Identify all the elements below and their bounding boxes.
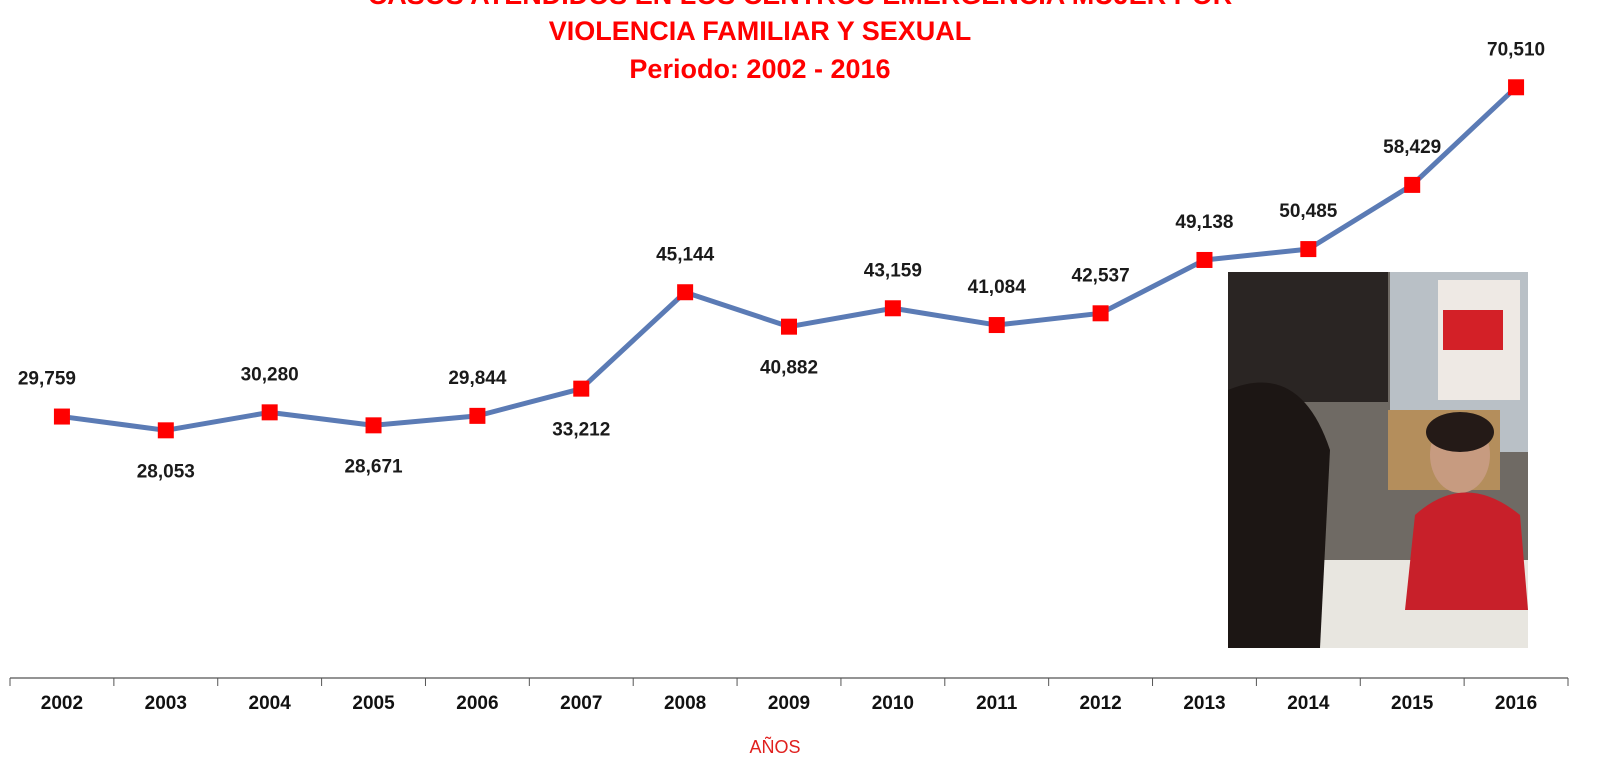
marker	[53, 408, 70, 425]
x-tick-label: 2008	[664, 693, 706, 714]
x-tick-label: 2010	[872, 693, 914, 714]
data-label: 42,537	[1072, 265, 1130, 286]
data-label: 28,053	[137, 461, 195, 482]
marker	[365, 417, 382, 434]
marker	[677, 284, 694, 301]
marker	[1196, 251, 1213, 268]
x-tick-label: 2006	[456, 693, 498, 714]
data-label: 30,280	[241, 364, 299, 385]
marker	[573, 380, 590, 397]
x-tick-label: 2015	[1391, 693, 1434, 714]
marker	[157, 422, 174, 439]
data-label: 40,882	[760, 358, 818, 379]
x-tick-label: 2013	[1183, 693, 1225, 714]
chart-title: CASOS ATENDIDOS EN LOS CENTROS EMERGENCI…	[368, 0, 1233, 10]
data-label: 70,510	[1487, 39, 1545, 60]
chart-title: VIOLENCIA FAMILIAR Y SEXUAL	[549, 16, 972, 46]
x-tick-label: 2012	[1079, 693, 1121, 714]
x-tick-label: 2014	[1287, 693, 1330, 714]
marker	[781, 318, 797, 335]
data-label: 29,759	[18, 369, 76, 390]
x-tick-label: 2007	[560, 693, 602, 714]
data-label: 58,429	[1383, 137, 1441, 158]
x-tick-label: 2016	[1495, 693, 1537, 714]
data-label: 33,212	[552, 420, 610, 441]
data-label: 29,844	[448, 368, 507, 389]
data-label: 41,084	[968, 277, 1027, 298]
data-label: 28,671	[344, 456, 403, 477]
chart-subtitle: Periodo: 2002 - 2016	[629, 54, 890, 84]
marker	[261, 404, 278, 421]
data-label: 43,159	[864, 260, 922, 281]
photo	[1228, 272, 1528, 648]
x-tick-label: 2009	[768, 693, 810, 714]
x-tick-label: 2005	[352, 693, 395, 714]
marker	[884, 300, 901, 317]
marker	[1508, 79, 1525, 96]
data-label: 50,485	[1279, 201, 1338, 222]
data-label: 45,144	[656, 244, 715, 265]
x-tick-label: 2002	[41, 693, 83, 714]
marker	[1404, 176, 1421, 193]
marker	[1092, 305, 1109, 322]
marker	[1300, 241, 1317, 258]
x-tick-label: 2011	[976, 693, 1018, 714]
marker	[469, 407, 486, 424]
data-label: 49,138	[1175, 212, 1233, 233]
x-tick-label: 2004	[249, 693, 292, 714]
x-axis-title: AÑOS	[749, 736, 800, 757]
marker	[988, 317, 1005, 334]
x-tick-label: 2003	[145, 693, 187, 714]
